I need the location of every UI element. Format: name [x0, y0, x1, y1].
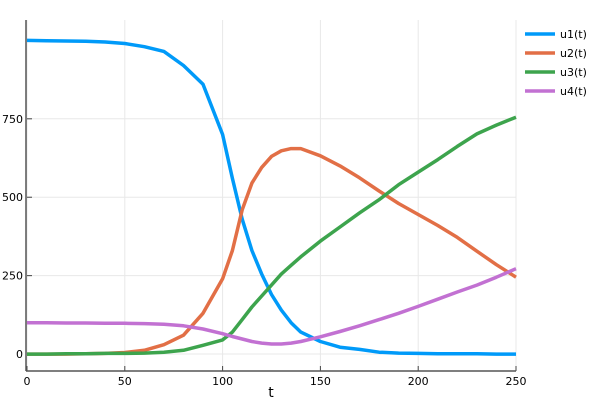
x-tick-label: 0	[24, 375, 31, 388]
y-tick-label: 0	[16, 348, 23, 361]
series-line-u1t	[26, 38, 516, 356]
y-tick-label: 500	[2, 191, 23, 204]
x-axis-label: t	[268, 385, 274, 400]
x-tick-label: 100	[212, 375, 233, 388]
legend-label: u2(t)	[560, 47, 587, 60]
legend-label: u3(t)	[560, 66, 587, 79]
axes: 0 50 100 150 200 250 0 250 500 750	[2, 20, 527, 388]
grid	[26, 20, 517, 371]
series-lines	[26, 38, 517, 356]
y-tick-label: 750	[2, 113, 23, 126]
legend: u1(t) u2(t) u3(t) u4(t)	[525, 28, 587, 98]
legend-label: u1(t)	[560, 28, 587, 41]
x-tick-label: 150	[310, 375, 331, 388]
legend-label: u4(t)	[560, 85, 587, 98]
series-line-u4t	[27, 267, 517, 346]
series-line-u3t	[27, 115, 517, 356]
x-tick-label: 50	[118, 375, 132, 388]
x-tick-label: 200	[408, 375, 429, 388]
y-tick-label: 250	[2, 270, 23, 283]
x-tick-label: 250	[506, 375, 527, 388]
